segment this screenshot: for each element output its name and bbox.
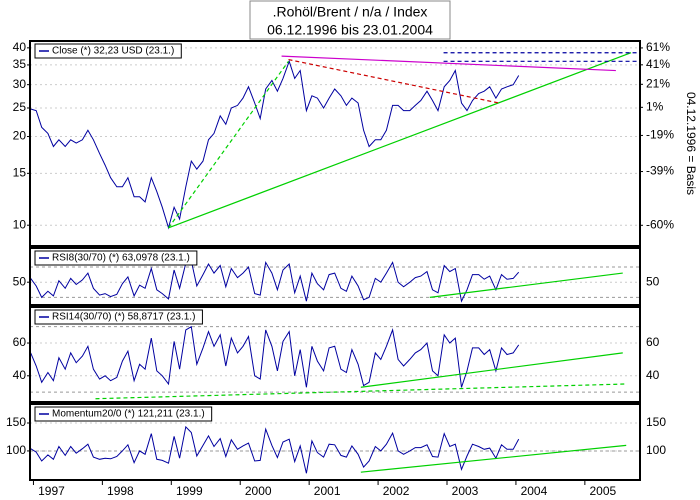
trend-line bbox=[95, 383, 627, 400]
y2-tick-label: 61% bbox=[646, 40, 670, 54]
y-tick-label: 25 bbox=[13, 100, 27, 114]
x-tick-label: 1998 bbox=[107, 484, 134, 498]
chart-subtitle: 06.12.1996 bis 23.01.2004 bbox=[267, 22, 433, 38]
legend-box bbox=[34, 250, 198, 266]
legend-label: RSI8(30/70) (*) 63,0978 (23.1.) bbox=[52, 253, 190, 264]
x-tick-label: 2002 bbox=[383, 484, 410, 498]
x-tick-label: 2005 bbox=[590, 484, 617, 498]
trend-line bbox=[360, 352, 623, 388]
y-tick-label-right: 150 bbox=[646, 415, 666, 429]
y-tick-label: 15 bbox=[13, 166, 27, 180]
x-tick-label: 2000 bbox=[245, 484, 272, 498]
legend-label: RSI14(30/70) (*) 58,8717 (23.1.) bbox=[52, 312, 195, 323]
y-tick-label-right: 60 bbox=[646, 335, 660, 349]
y2-tick-label: 1% bbox=[646, 99, 664, 113]
y2-tick-label: 21% bbox=[646, 76, 670, 90]
y-tick-label: 20 bbox=[13, 129, 27, 143]
trend-line bbox=[429, 272, 623, 298]
y2-tick-label: -60% bbox=[646, 217, 674, 231]
y2-tick-label: -19% bbox=[646, 128, 674, 142]
x-tick-label: 1999 bbox=[176, 484, 203, 498]
y2-tick-label: 41% bbox=[646, 57, 670, 71]
panel-border bbox=[29, 40, 641, 247]
trend-line bbox=[281, 55, 616, 72]
legend-label: Momentum20/0 (*) 121,211 (23.1.) bbox=[52, 409, 205, 420]
y2-axis-label: 04.12.1996 = Basis bbox=[684, 92, 698, 195]
panel-frame bbox=[29, 40, 641, 247]
y-tick-label: 30 bbox=[13, 77, 27, 91]
trend-line bbox=[360, 444, 627, 473]
panel-border bbox=[29, 403, 641, 481]
panel-border bbox=[29, 306, 641, 403]
x-tick-label: 2001 bbox=[314, 484, 341, 498]
legend-label: Close (*) 32,23 USD (23.1.) bbox=[52, 46, 174, 57]
y-tick-label: 150 bbox=[6, 415, 26, 429]
y-tick-label: 40 bbox=[13, 40, 27, 54]
y-tick-label: 40 bbox=[13, 368, 27, 382]
chart-title: .Rohöl/Brent / n/a / Index bbox=[273, 4, 428, 20]
legend-box bbox=[34, 43, 182, 59]
legend-box bbox=[34, 406, 213, 422]
title-box bbox=[249, 0, 451, 40]
panel-border bbox=[29, 247, 641, 306]
price-line bbox=[30, 59, 520, 230]
y-tick-label-right: 100 bbox=[646, 443, 666, 457]
price-line bbox=[30, 425, 520, 474]
legend-box bbox=[34, 309, 203, 325]
y-tick-label: 10 bbox=[13, 217, 27, 231]
price-line bbox=[30, 325, 520, 388]
y-tick-label: 35 bbox=[13, 57, 27, 71]
x-tick-label: 1997 bbox=[38, 484, 65, 498]
price-line bbox=[30, 260, 520, 303]
x-tick-label: 2003 bbox=[452, 484, 479, 498]
y-tick-label: 50 bbox=[13, 274, 27, 288]
y-tick-label-right: 40 bbox=[646, 368, 660, 382]
y2-tick-label: -39% bbox=[646, 164, 674, 178]
y-tick-label: 100 bbox=[6, 443, 26, 457]
x-tick-label: 2004 bbox=[521, 484, 548, 498]
trend-line bbox=[168, 60, 289, 229]
y-tick-label: 60 bbox=[13, 335, 27, 349]
trend-line bbox=[168, 52, 632, 229]
y-tick-label-right: 50 bbox=[646, 274, 660, 288]
trend-line bbox=[288, 58, 499, 104]
